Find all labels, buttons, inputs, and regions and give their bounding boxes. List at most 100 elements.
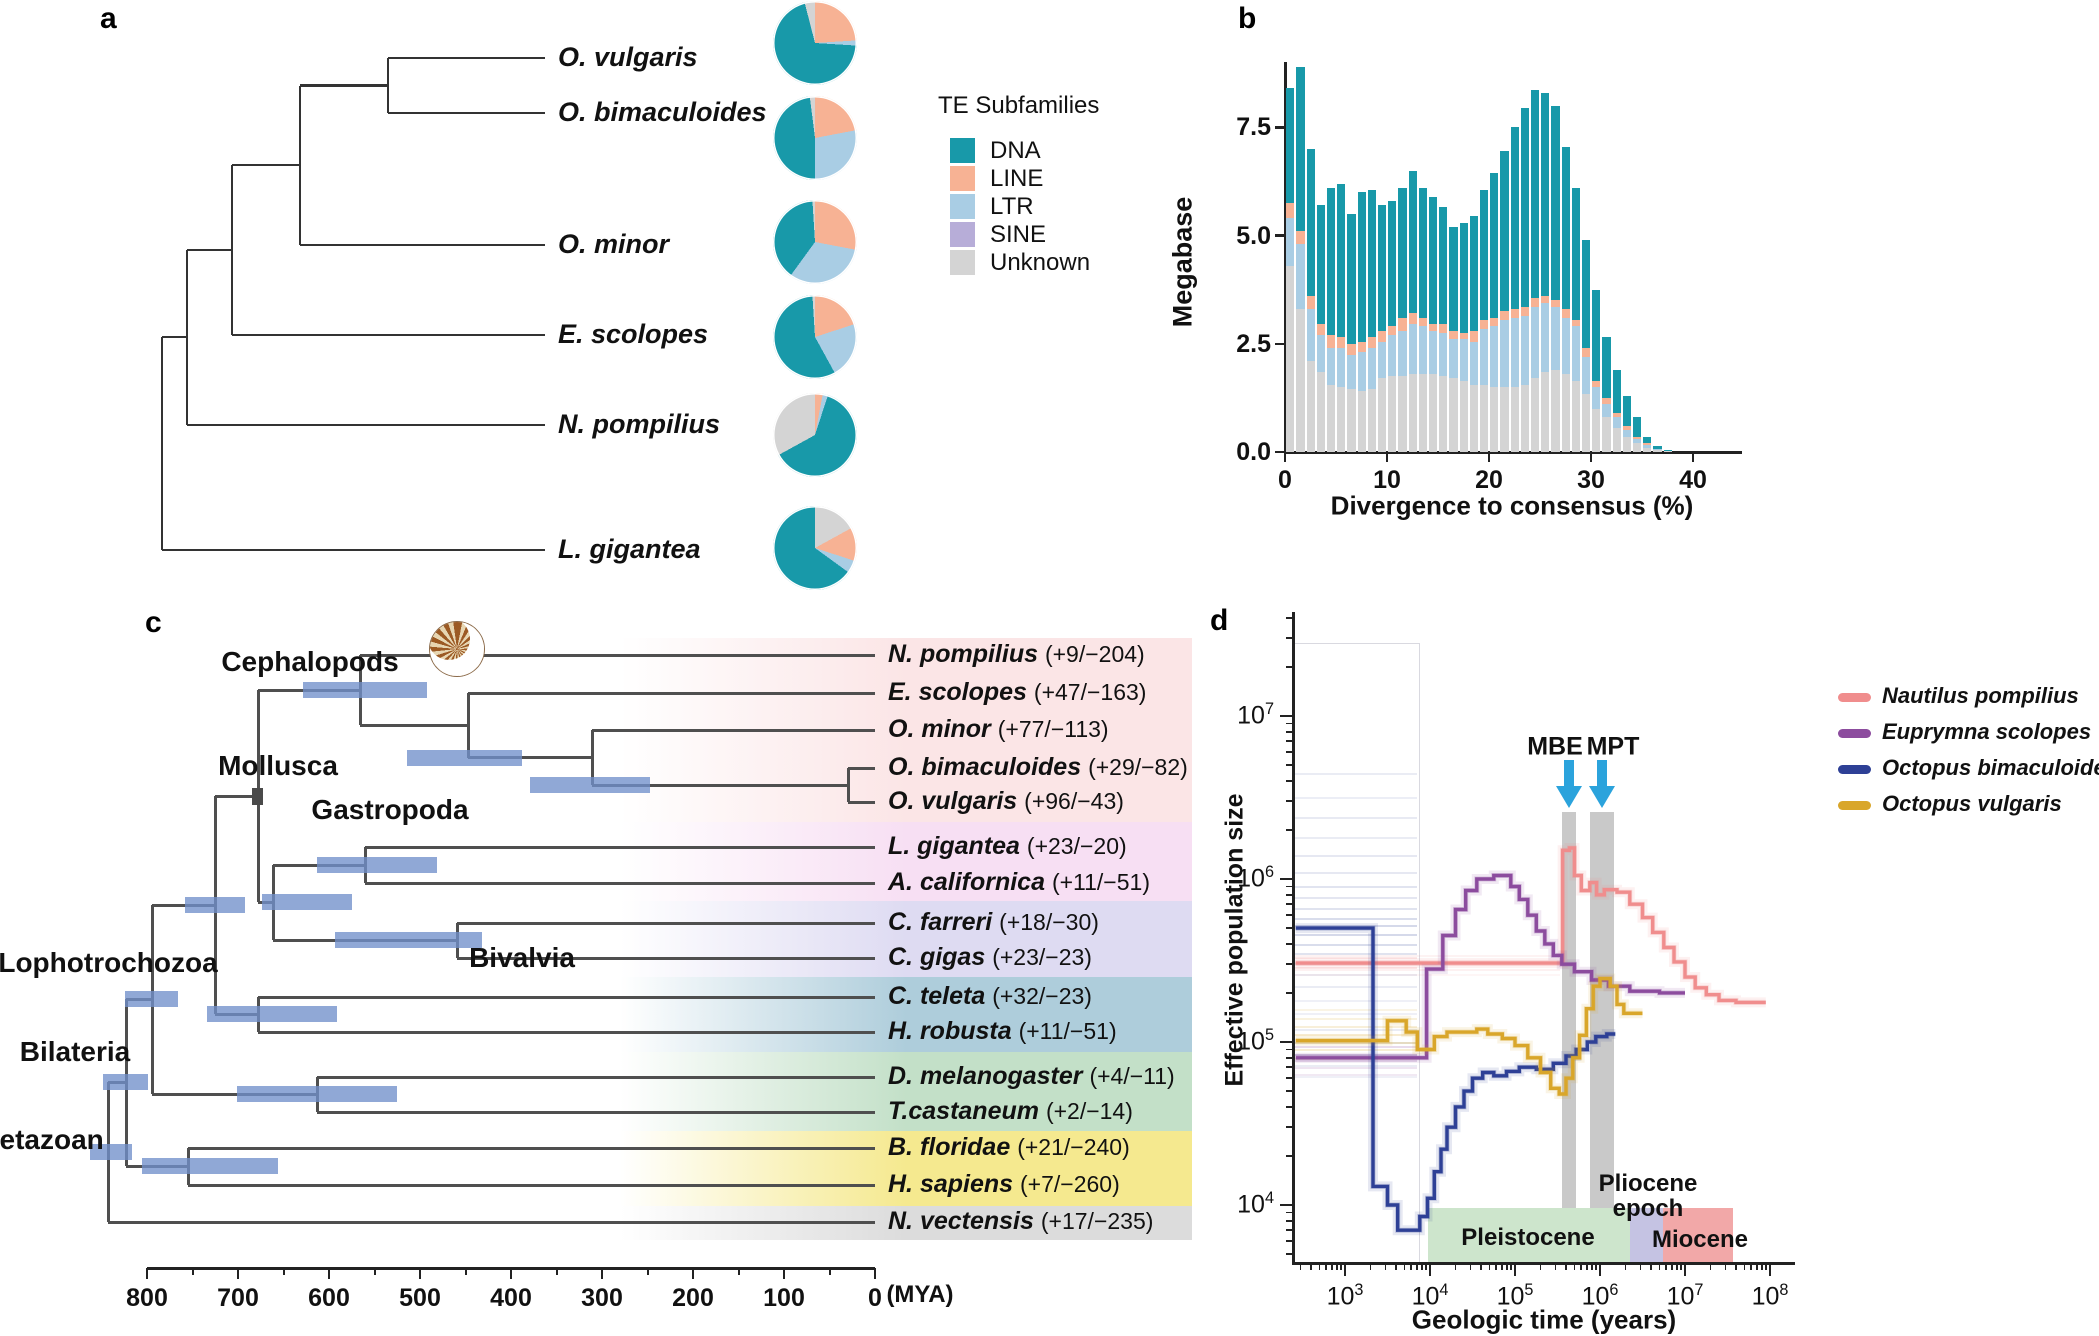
d-x-tick (1343, 1263, 1347, 1276)
b-bar (1663, 449, 1672, 452)
d-replicate-line (1295, 1075, 1417, 1078)
b-y-axis (1283, 62, 1287, 453)
c-clade-label: Gastropoda (311, 794, 469, 825)
d-x-minor-tick (1539, 1263, 1542, 1270)
b-bar (1500, 151, 1509, 452)
b-bar (1602, 337, 1611, 452)
te-pie-chart (773, 96, 857, 180)
b-bar (1286, 88, 1295, 452)
d-legend-swatch (1838, 765, 1871, 774)
d-replicate-line (1295, 1013, 1417, 1016)
panel-b-label: b (1238, 2, 1257, 35)
d-replicate-line (1295, 772, 1417, 775)
d-x-tick (1768, 1263, 1772, 1276)
b-bar (1490, 172, 1499, 452)
mpt-arrow-icon (1589, 760, 1615, 808)
b-bar (1459, 222, 1468, 452)
d-x-minor-tick (1369, 1263, 1372, 1270)
d-y-minor-tick (1286, 1211, 1293, 1214)
d-x-tick (1683, 1263, 1687, 1276)
b-y-tick-label: 0.0 (1236, 438, 1271, 466)
c-tree-branch (365, 845, 875, 849)
c-time-axis-label: 600 (308, 1284, 350, 1312)
d-x-minor-tick (1670, 1263, 1673, 1270)
d-legend-swatch (1838, 801, 1871, 810)
b-bar (1378, 205, 1387, 452)
c-node-ci-bar (125, 991, 178, 1007)
c-time-axis-label: 800 (126, 1284, 168, 1312)
c-time-axis-label: 400 (490, 1284, 532, 1312)
epoch-pliocene-label-2: epoch (1612, 1195, 1684, 1222)
c-tree-branch (468, 691, 875, 695)
d-x-minor-tick (1384, 1263, 1387, 1270)
te-legend-title: TE Subfamilies (938, 92, 1100, 119)
d-x-minor-tick (1624, 1263, 1627, 1270)
c-species-label: T.castaneum (+2/−14) (888, 1097, 1133, 1125)
c-node-ci-bar (185, 897, 245, 913)
c-time-axis-label: 100 (763, 1284, 805, 1312)
te-legend-label: LINE (990, 165, 1044, 192)
c-node-ci-bar (303, 682, 427, 698)
c-species-label: O. minor (+77/−113) (888, 715, 1109, 743)
d-x-minor-tick (1403, 1263, 1406, 1270)
panel-c-label: c (145, 606, 162, 639)
b-bar (1306, 148, 1315, 452)
d-y-minor-tick (1286, 1090, 1293, 1092)
c-time-axis-tick (600, 1268, 604, 1279)
d-legend-label: Octopus vulgaris (1882, 791, 2062, 816)
b-bar (1520, 107, 1529, 452)
d-x-minor-tick (1665, 1263, 1668, 1270)
d-y-minor-tick (1286, 903, 1293, 906)
d-y-minor-tick (1286, 722, 1293, 725)
d-x-minor-tick (1724, 1263, 1727, 1270)
c-species-label: O. bimaculoides (+29/−82) (888, 753, 1188, 781)
te-legend-swatch (950, 166, 975, 191)
species-label-a: O. bimaculoides (558, 97, 767, 127)
b-x-tick (1487, 452, 1491, 462)
c-species-label: B. floridae (+21/−240) (888, 1133, 1130, 1161)
d-x-minor-tick (1469, 1263, 1472, 1270)
b-bar (1337, 183, 1346, 452)
d-replicate-line (1295, 1033, 1417, 1036)
d-x-minor-tick (1760, 1263, 1763, 1270)
d-x-minor-tick (1585, 1263, 1588, 1270)
d-x-minor-tick (1454, 1263, 1457, 1270)
c-species-label: A. californica (+11/−51) (888, 868, 1150, 896)
b-x-tick-label: 30 (1577, 466, 1605, 494)
d-x-tick-label: 103 (1326, 1281, 1364, 1311)
d-replicate-line (1295, 1059, 1417, 1062)
c-tree-branch (457, 921, 875, 925)
d-x-minor-tick (1765, 1263, 1767, 1270)
d-y-minor-tick (1286, 1126, 1293, 1129)
d-y-minor-tick (1286, 730, 1293, 733)
mbe-label: MBE (1527, 732, 1583, 761)
d-replicate-line (1295, 1018, 1417, 1021)
d-x-minor-tick (1480, 1263, 1483, 1270)
d-replicate-line (1295, 974, 1560, 977)
te-legend-swatch (950, 222, 975, 247)
c-clade-label: Bivalvia (469, 942, 575, 973)
d-mpt-band (1590, 812, 1614, 1208)
d-y-minor-tick (1286, 1066, 1293, 1069)
d-replicate-line (1295, 959, 1560, 962)
b-bar (1439, 207, 1448, 452)
d-y-minor-tick (1286, 1253, 1293, 1255)
c-time-axis-tick (236, 1268, 240, 1279)
d-x-minor-tick (1735, 1263, 1738, 1270)
b-x-axis (1285, 450, 1742, 454)
d-x-minor-tick (1420, 1263, 1423, 1270)
species-label-a: L. gigantea (558, 534, 701, 564)
d-y-minor-tick (1286, 963, 1293, 966)
c-tree-branch (466, 693, 470, 758)
b-bar (1418, 187, 1427, 452)
d-y-minor-tick (1286, 666, 1293, 668)
c-tree-branch (188, 1183, 875, 1187)
d-legend-swatch (1838, 729, 1871, 738)
d-replicate-line (1295, 943, 1417, 946)
c-time-axis-minor-tick (282, 1268, 285, 1275)
c-time-axis-label: 200 (672, 1284, 714, 1312)
panel-a-label: a (100, 2, 117, 35)
c-time-axis-label: 0 (868, 1284, 882, 1312)
d-x-tick-label: 107 (1666, 1281, 1704, 1311)
d-replicate-line (1295, 1008, 1417, 1011)
